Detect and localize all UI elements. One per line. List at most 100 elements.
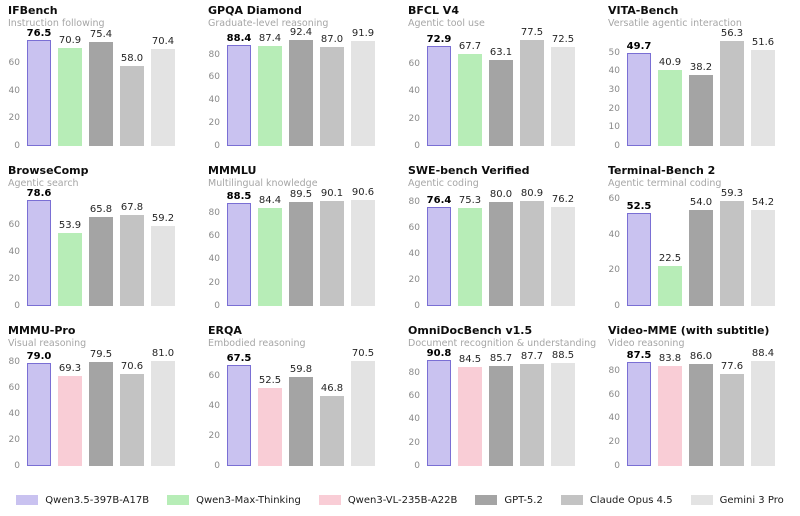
bar-value-label: 75.3 bbox=[458, 194, 482, 206]
bar: 75.3 bbox=[458, 195, 482, 306]
bar: 72.5 bbox=[551, 34, 575, 146]
bar-value-label: 87.5 bbox=[626, 349, 652, 361]
bar: 88.5 bbox=[551, 350, 575, 466]
bar-value-label: 22.5 bbox=[658, 253, 682, 264]
bar: 87.0 bbox=[320, 34, 344, 146]
bar: 70.9 bbox=[58, 35, 82, 146]
y-tick-label: 40 bbox=[8, 85, 20, 96]
plot-area: 49.7 40.9 38.2 56.3 51.6 bbox=[627, 28, 777, 146]
bar: 89.5 bbox=[289, 189, 313, 306]
legend-label: Gemini 3 Pro bbox=[719, 494, 784, 506]
bar: 90.1 bbox=[320, 188, 344, 306]
y-axis: 0 20 40 60 80 bbox=[0, 354, 23, 471]
bar: 53.9 bbox=[58, 220, 82, 306]
chart-cell: OmniDocBench v1.5 Document recognition &… bbox=[400, 320, 600, 480]
chart-cell: MMMLU Multilingual knowledge 0 20 40 60 80 8… bbox=[200, 160, 400, 320]
bar-value-label: 67.8 bbox=[120, 201, 144, 213]
bar-value-label: 72.5 bbox=[551, 33, 575, 45]
chart-subtitle: Graduate-level reasoning bbox=[208, 18, 329, 29]
chart-title: GPQA Diamond bbox=[208, 4, 302, 17]
bar-value-label: 59.8 bbox=[289, 363, 313, 375]
bar-value-label: 79.5 bbox=[89, 349, 113, 361]
bar: 63.1 bbox=[489, 47, 513, 146]
y-tick-label: 40 bbox=[208, 401, 220, 412]
bar: 79.0 bbox=[27, 351, 51, 466]
bar: 76.5 bbox=[27, 28, 51, 146]
bar: 52.5 bbox=[258, 375, 282, 466]
bar-value-label: 51.6 bbox=[751, 36, 775, 48]
bar: 80.9 bbox=[520, 188, 544, 306]
chart-subtitle: Multilingual knowledge bbox=[208, 178, 318, 189]
chart-subtitle: Versatile agentic interaction bbox=[608, 18, 742, 29]
y-tick-label: 80 bbox=[608, 365, 620, 376]
bar: 84.5 bbox=[458, 354, 482, 466]
legend-item: Qwen3-Max-Thinking bbox=[167, 495, 301, 506]
bar-value-label: 88.4 bbox=[751, 347, 775, 359]
chart-cell: GPQA Diamond Graduate-level reasoning 0 2… bbox=[200, 0, 400, 160]
bar-value-label: 75.4 bbox=[89, 28, 113, 40]
y-tick-label: 40 bbox=[408, 248, 420, 259]
y-tick-label: 20 bbox=[608, 437, 620, 448]
bar: 77.6 bbox=[720, 361, 744, 466]
bar: 52.5 bbox=[627, 201, 651, 306]
y-tick-label: 20 bbox=[608, 265, 620, 276]
bar-value-label: 80.0 bbox=[489, 188, 513, 200]
bar: 85.7 bbox=[489, 353, 513, 466]
legend-swatch-icon bbox=[690, 495, 713, 505]
bar: 58.0 bbox=[120, 53, 144, 146]
chart-cell: IFBench Instruction following 0 20 40 60 76… bbox=[0, 0, 200, 160]
bar-value-label: 38.2 bbox=[689, 61, 713, 73]
plot-area: 88.4 87.4 92.4 87.0 91.9 bbox=[227, 27, 377, 146]
y-tick-label: 60 bbox=[208, 231, 220, 241]
y-tick-label: 80 bbox=[208, 49, 220, 60]
legend-swatch-icon bbox=[475, 495, 498, 505]
y-tick-label: 60 bbox=[408, 59, 420, 70]
y-tick-label: 80 bbox=[8, 356, 20, 367]
bar-value-label: 70.5 bbox=[351, 347, 375, 359]
chart-title: VITA-Bench bbox=[608, 4, 679, 17]
bar: 54.2 bbox=[751, 197, 775, 306]
y-tick-label: 0 bbox=[414, 301, 420, 311]
chart-cell: Terminal-Bench 2 Agentic terminal coding… bbox=[600, 160, 800, 320]
plot-area: 52.5 22.5 54.0 59.3 54.2 bbox=[627, 188, 777, 306]
bar: 59.3 bbox=[720, 188, 744, 306]
bar-value-label: 40.9 bbox=[658, 56, 682, 68]
bar: 69.3 bbox=[58, 363, 82, 466]
bar-value-label: 59.2 bbox=[151, 213, 175, 225]
legend-label: Qwen3-VL-235B-A22B bbox=[347, 494, 458, 506]
bar: 70.6 bbox=[120, 361, 144, 466]
bar-value-label: 72.9 bbox=[426, 34, 452, 46]
bar: 67.7 bbox=[458, 41, 482, 146]
bar: 87.7 bbox=[520, 351, 544, 466]
bar-value-label: 70.6 bbox=[120, 361, 144, 373]
legend-item: Gemini 3 Pro bbox=[690, 494, 784, 506]
bar-value-label: 84.4 bbox=[258, 194, 282, 206]
bar-value-label: 80.9 bbox=[520, 187, 544, 199]
bar-value-label: 87.0 bbox=[320, 33, 344, 45]
bar: 90.8 bbox=[427, 348, 451, 466]
bar-value-label: 78.6 bbox=[26, 187, 52, 199]
plot-area: 78.6 53.9 65.8 67.8 59.2 bbox=[27, 188, 177, 306]
legend: Qwen3.5-397B-A17B Qwen3-Max-Thinking Qwe… bbox=[0, 487, 800, 513]
y-tick-label: 20 bbox=[208, 431, 220, 442]
bar: 40.9 bbox=[658, 57, 682, 146]
y-tick-label: 0 bbox=[414, 461, 420, 471]
bar: 79.5 bbox=[89, 349, 113, 466]
y-axis: 0 20 40 60 80 bbox=[200, 194, 223, 311]
y-axis: 0 20 40 60 80 bbox=[600, 354, 623, 471]
chart-subtitle: Instruction following bbox=[8, 18, 105, 29]
bar-value-label: 84.5 bbox=[458, 354, 482, 366]
bar: 90.6 bbox=[351, 187, 375, 306]
y-tick-label: 0 bbox=[214, 301, 220, 311]
bar: 51.6 bbox=[751, 37, 775, 146]
bar: 83.8 bbox=[658, 353, 682, 466]
chart-subtitle: Visual reasoning bbox=[8, 338, 87, 349]
y-tick-label: 60 bbox=[8, 382, 20, 393]
bar: 65.8 bbox=[89, 204, 113, 306]
y-tick-label: 60 bbox=[408, 222, 420, 233]
bar-value-label: 67.7 bbox=[458, 40, 482, 52]
bar-value-label: 54.0 bbox=[689, 197, 713, 208]
bar: 22.5 bbox=[658, 253, 682, 306]
y-tick-label: 0 bbox=[14, 461, 20, 471]
